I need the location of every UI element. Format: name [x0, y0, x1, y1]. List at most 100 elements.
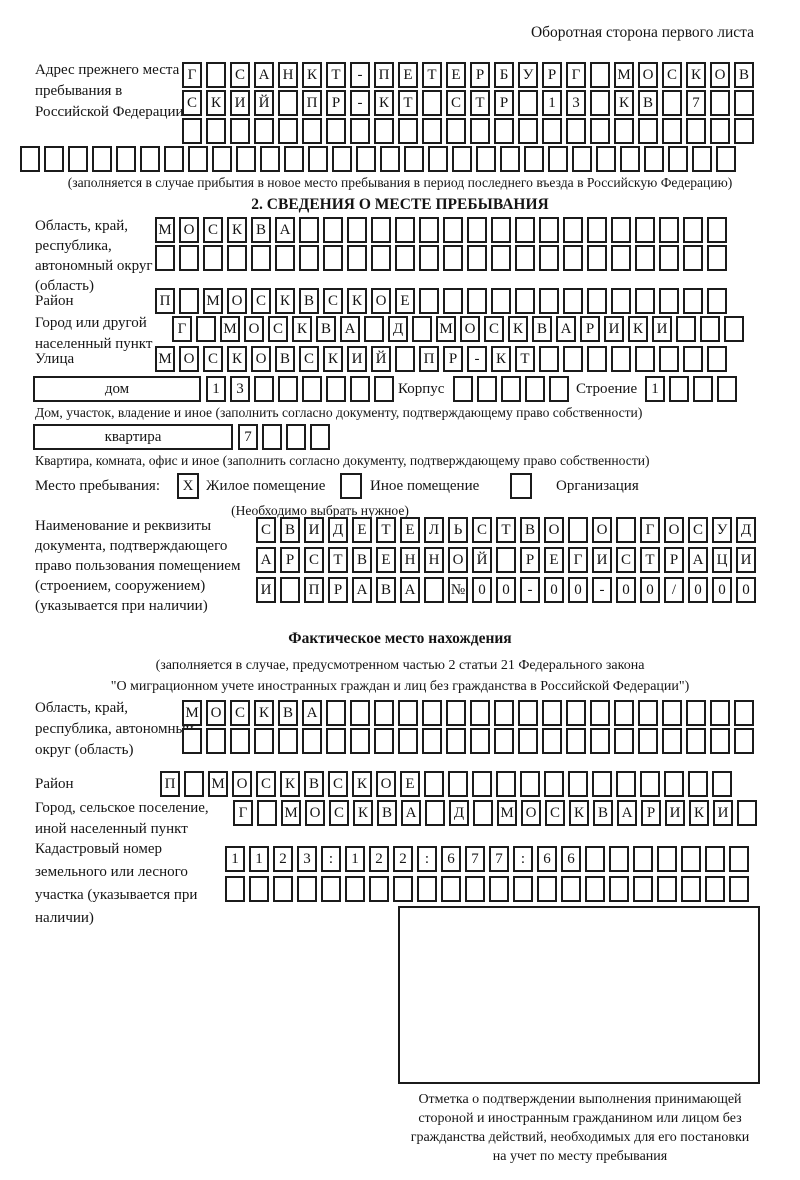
char-cell: И [665, 800, 685, 826]
kvartira-note: Квартира, комната, офис и иное (заполнит… [35, 453, 650, 468]
char-cell [693, 376, 713, 402]
char-cell: С [230, 62, 250, 88]
char-cell: Г [172, 316, 192, 342]
char-cell: - [350, 90, 370, 116]
char-cell: С [545, 800, 565, 826]
char-cell [614, 118, 634, 144]
prev-address-row-3 [182, 118, 754, 144]
char-cell [633, 846, 653, 872]
char-cell [251, 245, 271, 271]
char-cell: И [592, 547, 612, 573]
char-cell [518, 728, 538, 754]
char-cell: О [544, 517, 564, 543]
char-cell: О [592, 517, 612, 543]
doc-label: Наименование и реквизиты документа, подт… [35, 518, 241, 614]
char-cell [590, 728, 610, 754]
stroenie-label: Строение [576, 381, 638, 397]
korpus-row [453, 376, 569, 402]
char-cell [568, 771, 588, 797]
char-cell: К [292, 316, 312, 342]
char-cell: И [256, 577, 276, 603]
char-cell [446, 700, 466, 726]
char-cell [273, 876, 293, 902]
char-cell: С [203, 217, 223, 243]
char-cell: П [374, 62, 394, 88]
char-cell: С [256, 517, 276, 543]
char-cell [308, 146, 328, 172]
char-cell [275, 245, 295, 271]
char-cell [374, 376, 394, 402]
char-cell: Д [328, 517, 348, 543]
char-cell [448, 771, 468, 797]
char-cell [286, 424, 306, 450]
char-cell [249, 876, 269, 902]
char-cell: 1 [206, 376, 226, 402]
char-cell [611, 288, 631, 314]
char-cell: М [182, 700, 202, 726]
char-cell: Е [398, 62, 418, 88]
char-cell: 7 [465, 846, 485, 872]
char-cell: У [518, 62, 538, 88]
char-cell [659, 346, 679, 372]
char-cell: 1 [345, 846, 365, 872]
char-cell [686, 118, 706, 144]
char-cell [539, 245, 559, 271]
char-cell [467, 245, 487, 271]
char-cell [470, 700, 490, 726]
char-cell: Б [494, 62, 514, 88]
char-cell [686, 700, 706, 726]
char-cell: 3 [230, 376, 250, 402]
char-cell [561, 876, 581, 902]
char-cell: 0 [544, 577, 564, 603]
char-cell [662, 728, 682, 754]
char-cell [302, 376, 322, 402]
char-cell [542, 118, 562, 144]
fact-note-2: "О миграционном учете иностранных гражда… [110, 679, 690, 694]
char-cell [332, 146, 352, 172]
char-cell [518, 700, 538, 726]
char-cell [467, 217, 487, 243]
char-cell: В [377, 800, 397, 826]
char-cell [494, 118, 514, 144]
char-cell [323, 245, 343, 271]
char-cell [92, 146, 112, 172]
char-cell: В [316, 316, 336, 342]
char-cell: А [275, 217, 295, 243]
char-cell: П [419, 346, 439, 372]
char-cell [683, 288, 703, 314]
char-cell: О [460, 316, 480, 342]
char-cell: П [302, 90, 322, 116]
char-cell [668, 146, 688, 172]
raion-label: Район [35, 293, 74, 309]
char-cell [616, 517, 636, 543]
char-cell: 2 [369, 846, 389, 872]
char-cell [635, 217, 655, 243]
char-cell [524, 146, 544, 172]
char-cell [44, 146, 64, 172]
char-cell [203, 245, 223, 271]
char-cell: : [513, 846, 533, 872]
char-cell: Р [326, 90, 346, 116]
char-cell: А [617, 800, 637, 826]
char-cell [662, 90, 682, 116]
char-cell [371, 245, 391, 271]
char-cell: О [638, 62, 658, 88]
char-cell [182, 728, 202, 754]
char-cell [705, 846, 725, 872]
char-cell [638, 728, 658, 754]
kvartira-row: 7 [238, 424, 330, 450]
char-cell: В [304, 771, 324, 797]
char-cell [635, 288, 655, 314]
char-cell [664, 771, 684, 797]
char-cell: Ь [448, 517, 468, 543]
char-cell [424, 577, 444, 603]
char-cell: Е [395, 288, 415, 314]
char-cell [662, 118, 682, 144]
char-cell: Д [736, 517, 756, 543]
checkbox-inoe [340, 473, 362, 499]
char-cell [227, 245, 247, 271]
char-cell [284, 146, 304, 172]
